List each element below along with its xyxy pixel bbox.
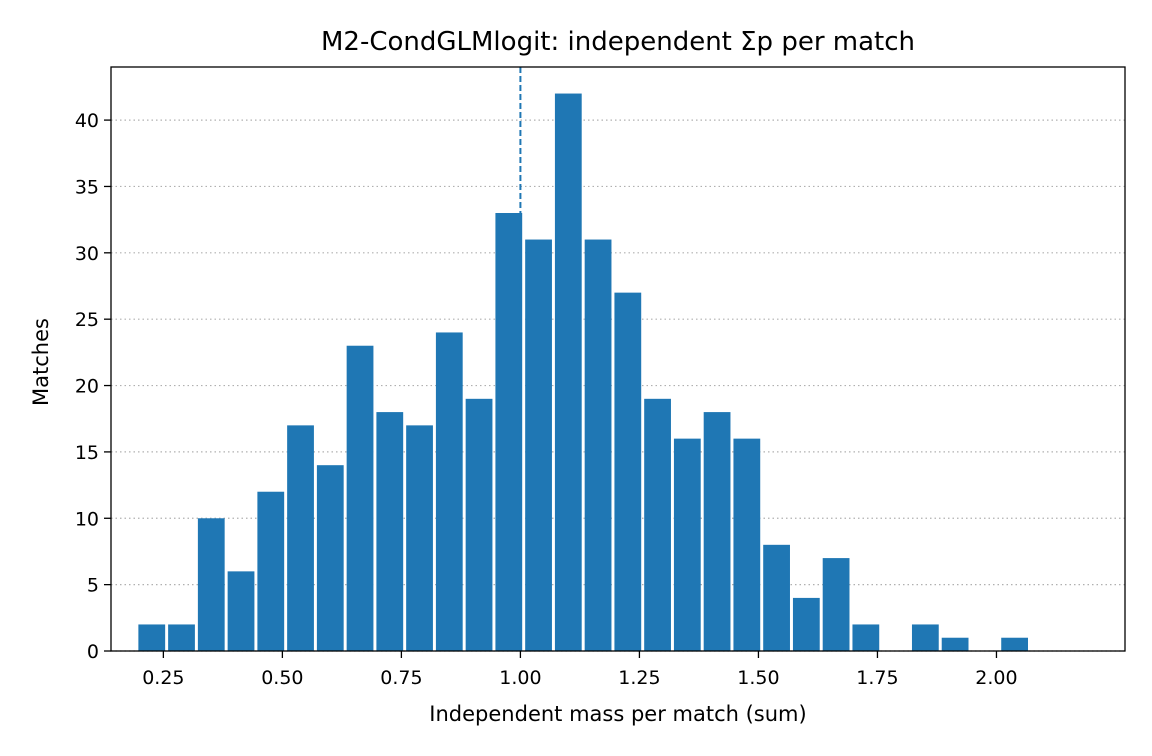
y-tick-label-25: 25 — [75, 309, 99, 331]
y-tick-label-30: 30 — [75, 243, 99, 265]
x-axis-label: Independent mass per match (sum) — [429, 702, 806, 726]
bar-13 — [525, 239, 552, 651]
y-tick-label-10: 10 — [75, 508, 99, 530]
bar-6 — [316, 465, 344, 651]
x-tick-label-1.00: 1.00 — [499, 667, 541, 689]
chart-title: M2-CondGLMlogit: independent Σp per matc… — [321, 27, 915, 57]
x-tick-label-1.50: 1.50 — [737, 667, 779, 689]
bar-8 — [376, 412, 404, 651]
bar-23 — [822, 558, 850, 651]
bar-5 — [287, 425, 314, 651]
y-tick-label-20: 20 — [75, 376, 99, 398]
bar-21 — [763, 544, 790, 651]
y-tick-label-5: 5 — [87, 575, 99, 597]
x-tick-label-0.50: 0.50 — [261, 667, 303, 689]
y-axis-ticks: 0 5 10 15 20 25 30 35 40 — [75, 110, 111, 663]
y-tick-label-15: 15 — [75, 442, 99, 464]
bar-27 — [941, 637, 969, 651]
bar-0 — [138, 624, 166, 651]
bar-26 — [911, 624, 939, 651]
x-tick-label-0.25: 0.25 — [142, 667, 184, 689]
y-axis-label: Matches — [29, 318, 53, 406]
bar-14 — [554, 93, 582, 651]
x-tick-label-1.75: 1.75 — [856, 667, 898, 689]
y-tick-label-40: 40 — [75, 110, 99, 132]
bar-18 — [673, 438, 701, 651]
bar-29 — [1001, 637, 1029, 651]
y-tick-label-0: 0 — [87, 641, 99, 663]
bar-22 — [792, 597, 820, 651]
x-tick-label-1.25: 1.25 — [618, 667, 660, 689]
x-axis-ticks: 0.25 0.50 0.75 1.00 1.25 1.50 1.75 2.00 — [142, 651, 1018, 689]
x-tick-label-0.75: 0.75 — [380, 667, 422, 689]
bar-9 — [406, 425, 433, 651]
bar-20 — [733, 438, 761, 651]
bar-1 — [168, 624, 195, 651]
bar-15 — [584, 239, 612, 651]
bar-17 — [644, 398, 671, 651]
bar-10 — [435, 332, 463, 651]
bar-19 — [703, 412, 731, 651]
bar-24 — [852, 624, 880, 651]
bars — [138, 93, 1029, 651]
x-tick-label-2.00: 2.00 — [975, 667, 1017, 689]
bar-16 — [614, 292, 642, 651]
bar-11 — [465, 398, 493, 651]
bar-2 — [197, 518, 225, 651]
bar-4 — [257, 491, 285, 651]
bar-3 — [227, 571, 255, 651]
plot-frame — [110, 66, 1126, 652]
bar-12 — [495, 213, 523, 651]
y-tick-label-35: 35 — [75, 176, 99, 198]
bar-7 — [346, 345, 374, 651]
